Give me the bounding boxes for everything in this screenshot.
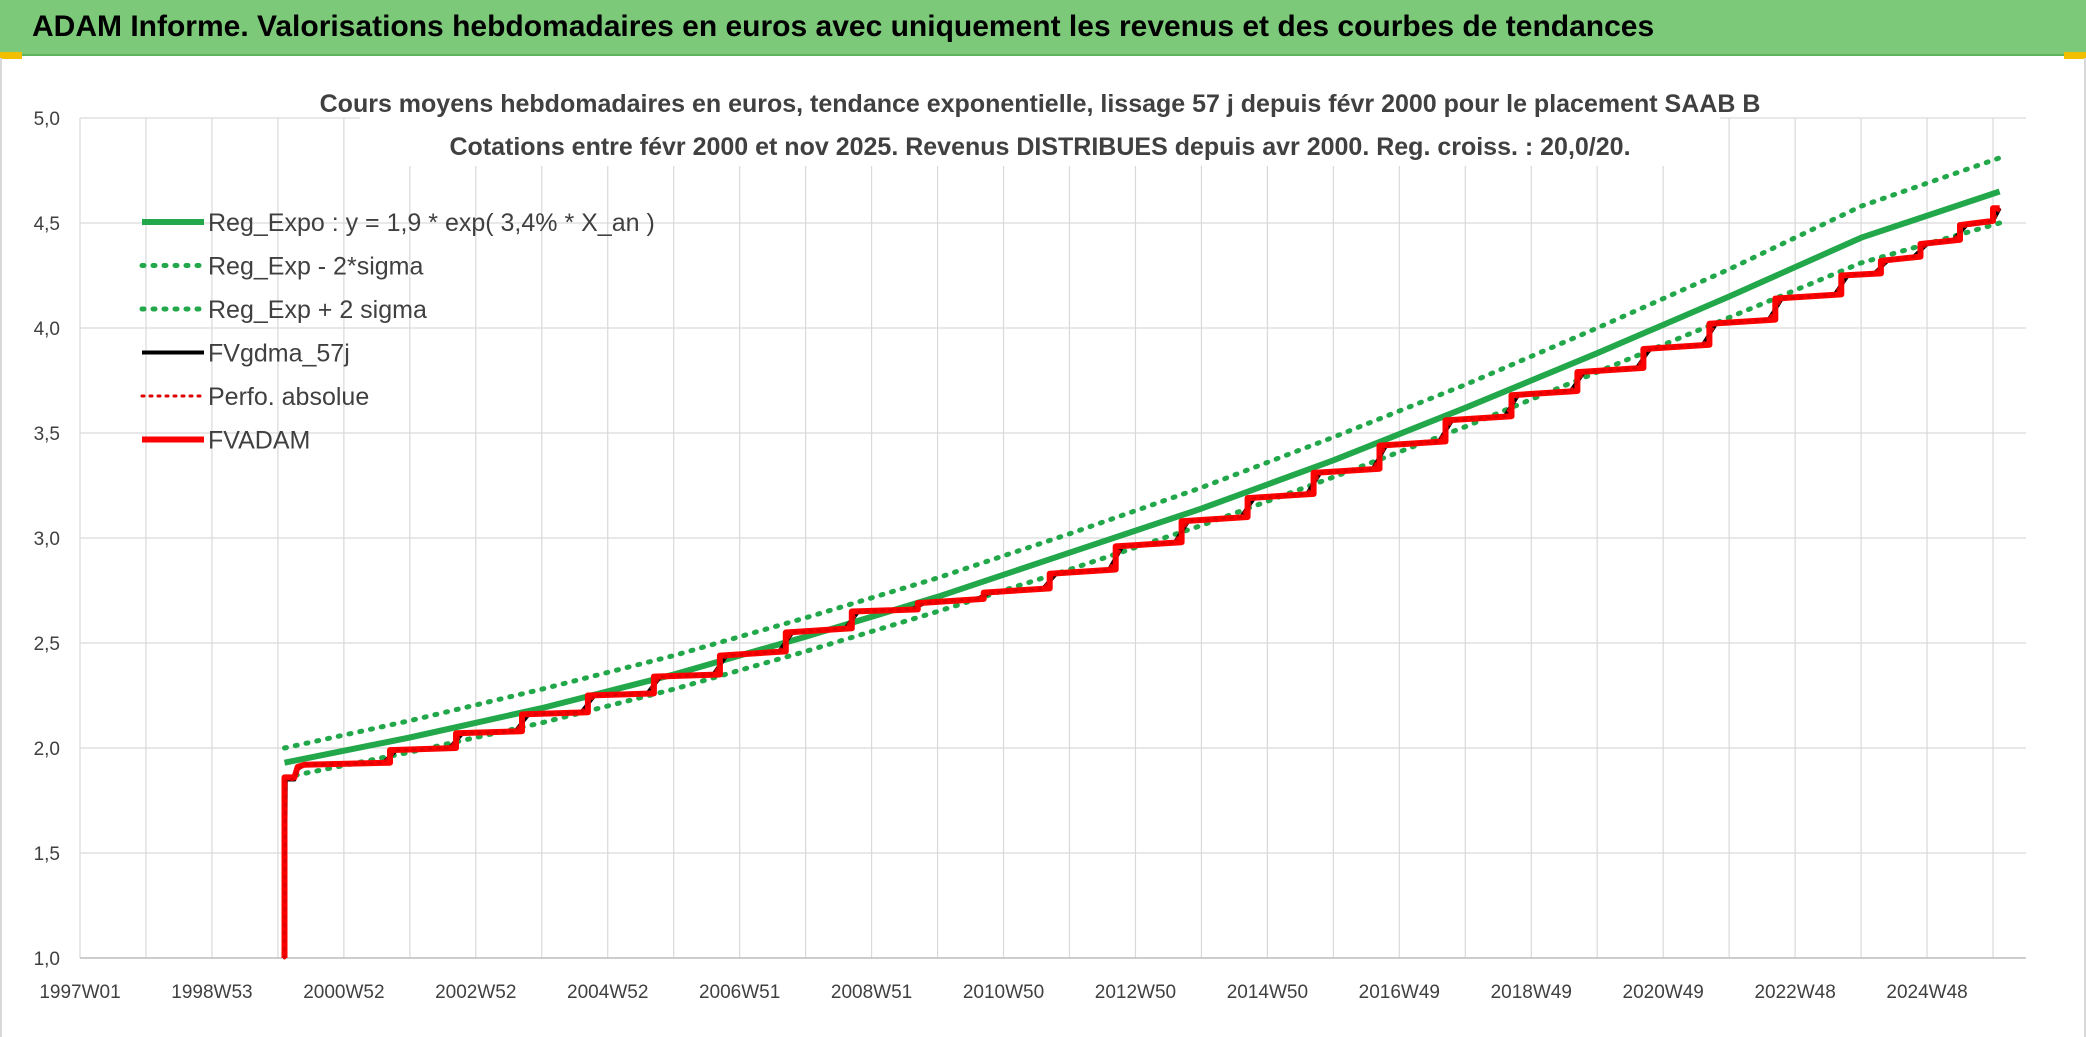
legend-label: Reg_Expo : y = 1,9 * exp( 3,4% * X_an ): [208, 209, 655, 237]
title-backdrop: [360, 82, 1720, 166]
y-tick-label: 3,5: [34, 424, 60, 445]
chart-axes: 1,0 1,5 2,0 2,5 3,0 3,5 4,0 4,5 5,0 1997W01 1998W5…: [34, 109, 2026, 1003]
legend-label: FVgdma_57j: [208, 340, 350, 368]
y-tick-label: 3,0: [34, 529, 60, 550]
x-tick-label: 2016W49: [1359, 982, 1440, 1003]
chart-frame: [0, 58, 2086, 1037]
x-tick-label: 2014W50: [1227, 982, 1308, 1003]
y-tick-label: 1,0: [34, 949, 60, 970]
series-line-5: [283, 206, 2002, 960]
x-tick-label: 2024W48: [1886, 982, 1967, 1003]
x-tick-label: 2000W52: [303, 982, 384, 1003]
chart-grid: [79, 117, 2026, 959]
legend-label: Reg_Exp + 2 sigma: [208, 296, 427, 324]
y-tick-label: 1,5: [34, 844, 60, 865]
y-tick-label: 2,0: [34, 739, 60, 760]
x-tick-label: 2008W51: [831, 982, 912, 1003]
x-tick-label: 2012W50: [1095, 982, 1176, 1003]
y-tick-label: 5,0: [34, 109, 60, 130]
x-tick-label: 2002W52: [435, 982, 516, 1003]
chart-legend: Reg_Expo : y = 1,9 * exp( 3,4% * X_an ) R…: [139, 209, 655, 455]
x-tick-label: 2020W49: [1623, 982, 1704, 1003]
series-line-1: [283, 188, 2001, 766]
series-line-3: [282, 155, 2003, 751]
legend-label: Reg_Exp - 2*sigma: [208, 253, 423, 281]
x-tick-label: 2006W51: [699, 982, 780, 1003]
y-tick-label: 2,5: [34, 634, 60, 655]
chart-titles: Cours moyens hebdomadaires en euros, ten…: [320, 82, 1761, 166]
x-tick-label: 1998W53: [171, 982, 252, 1003]
y-tick-label: 4,5: [34, 214, 60, 235]
y-tick-label: 4,0: [34, 319, 60, 340]
header-bar: ADAM Informe. Valorisations hebdomadaire…: [0, 0, 2086, 56]
x-tick-label: 2022W48: [1754, 982, 1835, 1003]
x-tick-label: 1997W01: [39, 982, 120, 1003]
legend-label: Perfo. absolue: [208, 383, 369, 411]
page-title: ADAM Informe. Valorisations hebdomadaire…: [32, 10, 1655, 43]
x-tick-label: 2004W52: [567, 982, 648, 1003]
chart-series: [281, 155, 2003, 960]
corner-marker-left: [0, 52, 22, 59]
corner-marker-right: [2064, 52, 2086, 59]
x-tick-label: 2010W50: [963, 982, 1044, 1003]
chart-subtitle: Cotations entre févr 2000 et nov 2025. R…: [449, 133, 1630, 161]
chart-title: Cours moyens hebdomadaires en euros, ten…: [320, 90, 1761, 118]
x-tick-label: 2018W49: [1491, 982, 1572, 1003]
legend-label: FVADAM: [208, 427, 310, 455]
